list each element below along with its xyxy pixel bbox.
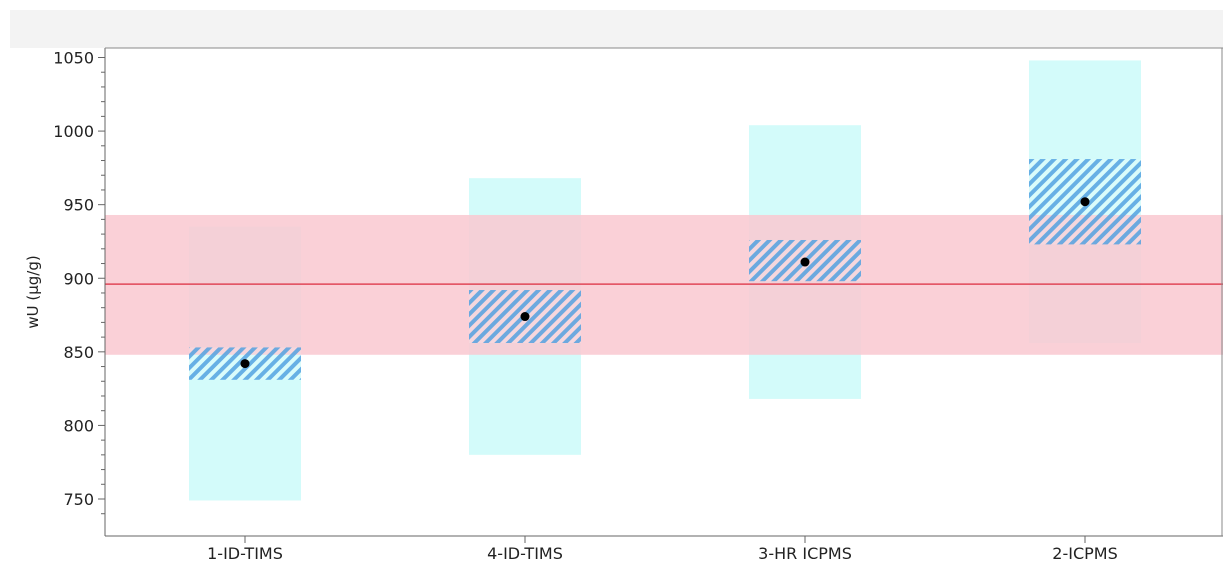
y-tick-label: 900 [63, 269, 94, 288]
data-point-1[interactable] [240, 359, 250, 369]
x-axis: 1-ID-TIMS 4-ID-TIMS 3-HR ICPMS 2-ICPMS [207, 536, 1118, 563]
plot-top-background [10, 10, 1223, 48]
data-point-3[interactable] [800, 257, 810, 267]
y-tick-label: 1000 [53, 122, 94, 141]
x-tick-label-4: 2-ICPMS [1052, 544, 1117, 563]
data-points-layer [240, 197, 1090, 369]
standard-uncertainty-layer [189, 159, 1141, 380]
y-axis-label: wU (µg/g) [24, 255, 42, 328]
x-tick-label-2: 4-ID-TIMS [487, 544, 563, 563]
x-tick-label-1: 1-ID-TIMS [207, 544, 283, 563]
y-tick-label: 750 [63, 490, 94, 509]
data-point-4[interactable] [1080, 197, 1090, 207]
y-tick-label: 850 [63, 343, 94, 362]
y-axis: 750 800 850 900 950 1000 1050 [53, 49, 105, 515]
x-tick-label-3: 3-HR ICPMS [758, 544, 852, 563]
y-tick-label: 800 [63, 416, 94, 435]
y-tick-label: 1050 [53, 49, 94, 68]
y-tick-label: 950 [63, 196, 94, 215]
data-point-2[interactable] [520, 312, 530, 322]
